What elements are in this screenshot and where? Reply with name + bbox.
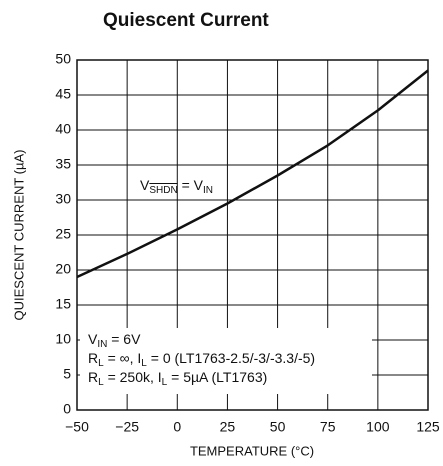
note-part: L <box>141 358 147 369</box>
note-part: = 5µA (LT1763) <box>167 369 267 385</box>
y-axis-label: QUIESCENT CURRENT (µA) <box>11 150 26 321</box>
y-tick-label: 50 <box>55 51 71 67</box>
y-tick-label: 45 <box>55 86 71 102</box>
y-tick-label: 15 <box>55 296 71 312</box>
note-line: VIN = 6V <box>88 331 141 350</box>
line <box>76 69 429 279</box>
note-part: L <box>98 358 104 369</box>
x-tick-label: 125 <box>416 419 440 435</box>
x-axis-label: TEMPERATURE (°C) <box>190 443 314 458</box>
note-line: RL = 250k, IL = 5µA (LT1763) <box>88 369 267 388</box>
note-part: = ∞, I <box>104 350 142 366</box>
note-part: IN <box>97 339 107 350</box>
note-part: = 6V <box>107 331 141 347</box>
note-part: V <box>88 331 98 347</box>
annotation: VSHDN = VIN <box>140 177 213 196</box>
chart-title: Quiescent Current <box>103 10 269 31</box>
y-tick-label: 25 <box>55 226 71 242</box>
x-tick-label: −25 <box>115 419 139 435</box>
note-part: L <box>98 377 104 388</box>
x-tick-label: 50 <box>270 419 286 435</box>
y-tick-label: 5 <box>63 366 71 382</box>
y-tick-label: 10 <box>55 331 71 347</box>
note-line: RL = ∞, IL = 0 (LT1763-2.5/-3/-3.3/-5) <box>88 350 315 369</box>
note-part: R <box>88 369 98 385</box>
note-part: = 0 (LT1763-2.5/-3/-3.3/-5) <box>147 350 315 366</box>
y-tick-label: 30 <box>55 191 71 207</box>
y-tick-label: 0 <box>63 401 71 417</box>
note-part: = 250k, I <box>104 369 162 385</box>
x-tick-label: 0 <box>173 419 181 435</box>
annotation-part: = V <box>178 177 204 193</box>
y-tick-label: 40 <box>55 121 71 137</box>
note-background <box>80 328 372 394</box>
y-tick-label: 35 <box>55 156 71 172</box>
x-tick-label: 25 <box>220 419 236 435</box>
y-tick-label: 20 <box>55 261 71 277</box>
annotation-part: V <box>140 177 150 193</box>
annotation-part: IN <box>203 185 213 196</box>
note-part: R <box>88 350 98 366</box>
plot-border <box>76 59 429 411</box>
x-tick-label: 100 <box>366 419 390 435</box>
x-tick-label: −50 <box>65 419 89 435</box>
annotation-part: SHDN <box>149 185 177 196</box>
x-tick-label: 75 <box>320 419 336 435</box>
note-part: L <box>162 377 168 388</box>
